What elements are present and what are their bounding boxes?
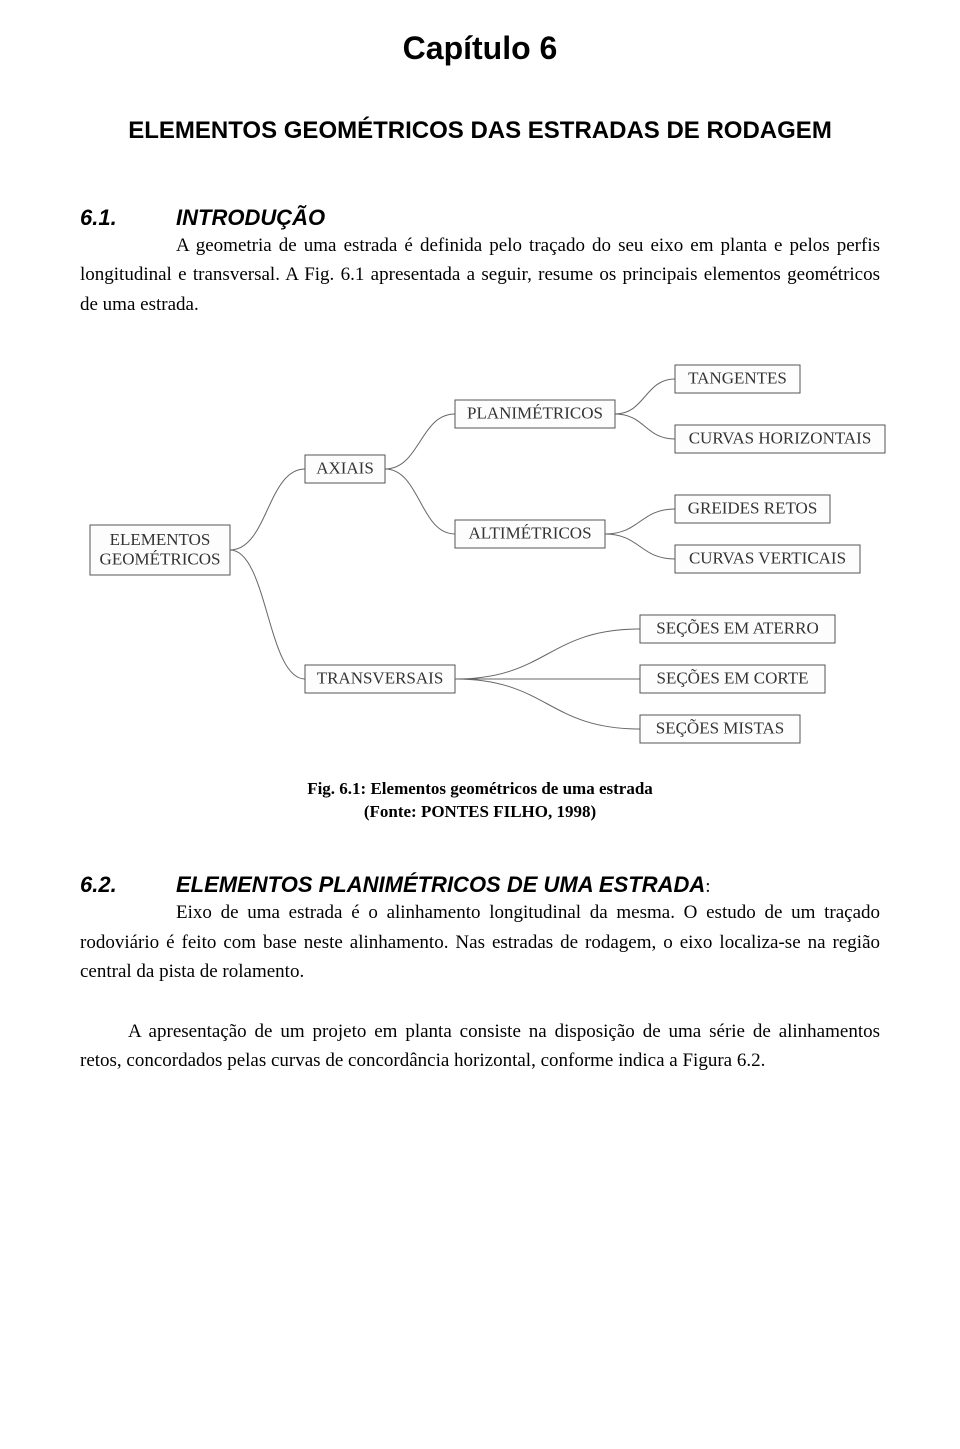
svg-text:PLANIMÉTRICOS: PLANIMÉTRICOS [467, 404, 603, 423]
intro-heading-row: 6.1. INTRODUÇÃO [80, 205, 880, 231]
svg-text:ALTIMÉTRICOS: ALTIMÉTRICOS [468, 524, 591, 543]
figure-caption-line1: Fig. 6.1: Elementos geométricos de uma e… [307, 779, 653, 798]
sec2-colon: : [705, 876, 710, 897]
figure-caption-line2: (Fonte: PONTES FILHO, 1998) [364, 802, 596, 821]
svg-text:SEÇÕES MISTAS: SEÇÕES MISTAS [656, 719, 785, 738]
sec2-heading-row: 6.2. ELEMENTOS PLANIMÉTRICOS DE UMA ESTR… [80, 872, 880, 898]
svg-text:AXIAIS: AXIAIS [316, 459, 374, 478]
spacer [80, 987, 880, 1017]
intro-label: INTRODUÇÃO [176, 205, 325, 231]
svg-text:TRANSVERSAIS: TRANSVERSAIS [317, 669, 444, 688]
intro-number: 6.1. [80, 205, 140, 231]
sec2-number: 6.2. [80, 872, 140, 898]
svg-text:CURVAS VERTICAIS: CURVAS VERTICAIS [689, 549, 846, 568]
diagram-svg: ELEMENTOSGEOMÉTRICOS AXIAIS TRANSVERSAIS PL… [80, 355, 890, 755]
svg-text:TANGENTES: TANGENTES [688, 369, 787, 388]
svg-text:CURVAS HORIZONTAIS: CURVAS HORIZONTAIS [689, 429, 872, 448]
sec2-paragraph-1: Eixo de uma estrada é o alinhamento long… [80, 898, 880, 986]
figure-caption: Fig. 6.1: Elementos geométricos de uma e… [80, 778, 880, 824]
svg-text:SEÇÕES EM CORTE: SEÇÕES EM CORTE [657, 669, 809, 688]
svg-text:SEÇÕES EM ATERRO: SEÇÕES EM ATERRO [656, 619, 818, 638]
section-title: ELEMENTOS GEOMÉTRICOS DAS ESTRADAS DE RO… [80, 117, 880, 145]
sec2-paragraph-2: A apresentação de um projeto em planta c… [80, 1017, 880, 1076]
tree-diagram: ELEMENTOSGEOMÉTRICOS AXIAIS TRANSVERSAIS PL… [80, 355, 880, 760]
sec2-label: ELEMENTOS PLANIMÉTRICOS DE UMA ESTRADA [176, 872, 705, 897]
document-page: Capítulo 6 ELEMENTOS GEOMÉTRICOS DAS EST… [0, 0, 960, 1135]
chapter-title: Capítulo 6 [80, 30, 880, 67]
intro-paragraph: A geometria de uma estrada é definida pe… [80, 231, 880, 319]
svg-text:GREIDES RETOS: GREIDES RETOS [688, 499, 818, 518]
svg-text:ELEMENTOS: ELEMENTOS [110, 530, 211, 549]
svg-text:GEOMÉTRICOS: GEOMÉTRICOS [100, 550, 221, 569]
